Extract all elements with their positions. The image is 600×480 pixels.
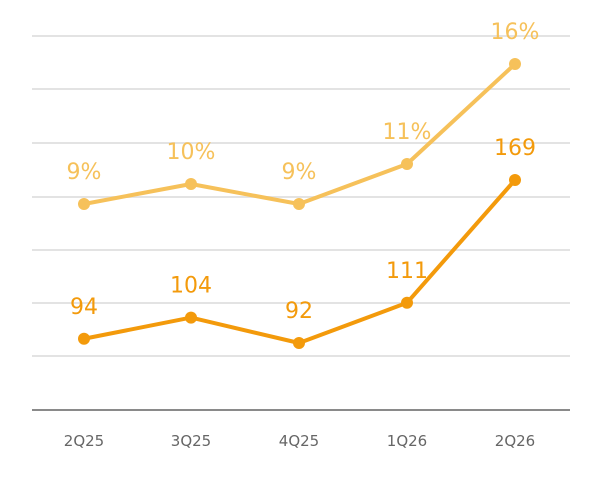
data-label: 111 <box>386 259 428 284</box>
data-label: 169 <box>494 136 536 161</box>
data-point <box>509 174 521 186</box>
x-axis-ticks: 2Q25 3Q25 4Q25 1Q26 2Q26 <box>64 432 535 450</box>
data-point <box>78 332 90 345</box>
data-label: 9% <box>67 160 102 185</box>
data-point <box>293 198 305 210</box>
data-label: 94 <box>70 295 98 320</box>
data-point <box>401 296 413 309</box>
data-point <box>293 337 305 349</box>
data-point <box>509 58 521 70</box>
data-label: 11% <box>383 120 432 145</box>
data-label: 104 <box>170 274 212 299</box>
data-label: 16% <box>491 20 540 45</box>
data-point <box>78 198 90 210</box>
data-label: 10% <box>167 140 216 165</box>
x-tick-label: 4Q25 <box>279 432 319 450</box>
data-label: 9% <box>282 160 317 185</box>
data-point <box>401 158 413 170</box>
x-tick-label: 2Q26 <box>495 432 535 450</box>
x-tick-label: 1Q26 <box>387 432 427 450</box>
data-point <box>185 178 197 190</box>
x-tick-label: 3Q25 <box>171 432 211 450</box>
series-layer: 9% 10% 9% 11% 16% 94 104 92 111 169 <box>67 20 540 349</box>
series-2: 94 104 92 111 169 <box>70 136 536 349</box>
x-tick-label: 2Q25 <box>64 432 104 450</box>
series-1: 9% 10% 9% 11% 16% <box>67 20 540 210</box>
data-label: 92 <box>285 299 313 324</box>
data-point <box>185 311 197 324</box>
